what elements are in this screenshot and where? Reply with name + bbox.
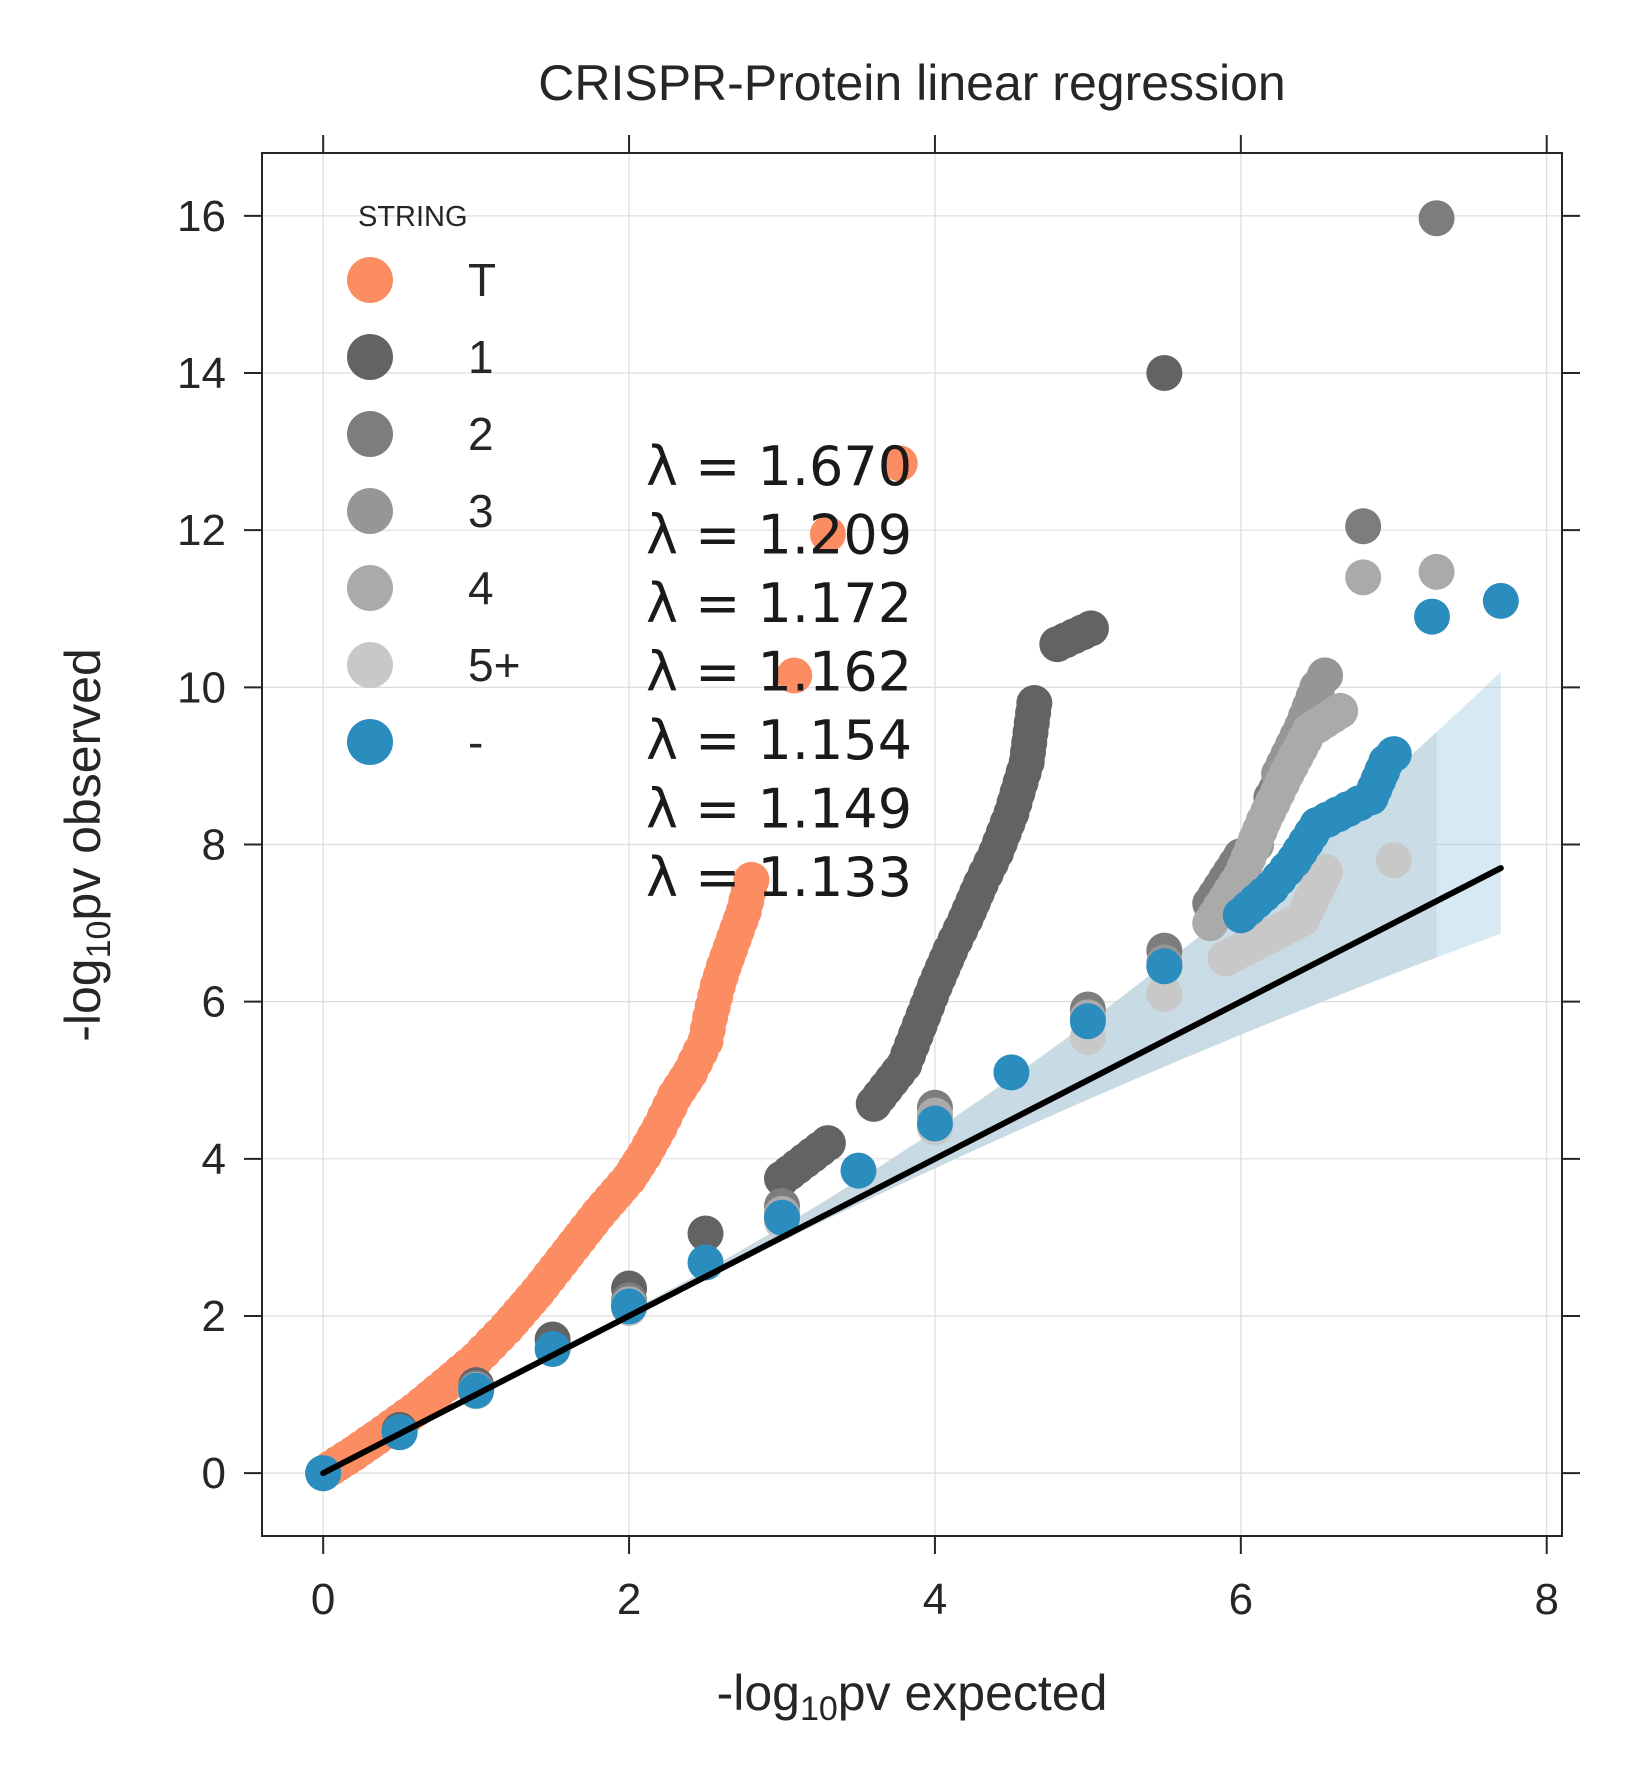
- y-tick-label: 10: [177, 663, 226, 712]
- reference-line-y-equals-x: [320, 865, 1504, 1477]
- data-point: [1306, 657, 1343, 694]
- lambda-label: λ = 1.172: [646, 572, 912, 635]
- x-tick-label: 6: [1229, 1575, 1253, 1624]
- legend-title: STRING: [358, 201, 468, 233]
- data-point: [687, 1215, 724, 1252]
- y-axis-label: -log10pv observed: [55, 648, 118, 1042]
- legend-label: 1: [468, 331, 494, 383]
- lambda-label: λ = 1.149: [646, 778, 912, 841]
- data-point: [1418, 553, 1455, 590]
- x-tick-label: 2: [617, 1575, 641, 1624]
- legend-marker: [347, 719, 393, 765]
- y-tick-labels: 0 2 4 6 8 10 12 14 16: [177, 192, 226, 1498]
- legend-label: 2: [468, 408, 494, 460]
- lambda-label: λ = 1.154: [646, 709, 912, 772]
- data-point: [1146, 948, 1183, 985]
- data-point: [1414, 598, 1450, 635]
- data-point: [764, 1199, 800, 1236]
- data-point: [733, 861, 770, 898]
- data-point: [1375, 842, 1412, 879]
- legend-marker: [347, 565, 393, 611]
- chart-title: CRISPR-Protein linear regression: [538, 55, 1286, 111]
- x-tick-label: 4: [923, 1575, 947, 1624]
- y-tick-label: 6: [202, 978, 226, 1027]
- data-point: [1016, 685, 1053, 722]
- legend-marker: [347, 488, 393, 534]
- legend-label: -: [468, 716, 483, 768]
- data-point: [611, 1288, 648, 1325]
- y-tick-label: 16: [177, 192, 226, 241]
- legend-marker: [347, 411, 393, 457]
- lambda-label: λ = 1.670: [646, 435, 912, 498]
- y-tick-label: 8: [202, 821, 226, 870]
- data-point: [1306, 854, 1343, 891]
- data-point: [1418, 200, 1455, 237]
- lambda-label: λ = 1.133: [646, 846, 912, 909]
- y-tick-label: 14: [177, 349, 226, 398]
- data-point: [776, 657, 813, 694]
- data-point: [1375, 736, 1412, 773]
- data-point: [809, 516, 846, 553]
- axis-ticks: [244, 135, 1580, 1554]
- legend-label: 5+: [468, 639, 520, 691]
- data-point: [993, 1054, 1030, 1091]
- data-point: [840, 1152, 877, 1189]
- data-point: [881, 445, 918, 482]
- x-tick-label: 8: [1534, 1575, 1558, 1624]
- data-point: [1072, 610, 1109, 647]
- x-tick-label: 0: [311, 1575, 335, 1624]
- legend-marker: [347, 257, 393, 303]
- x-axis-label: -log10pv expected: [717, 1665, 1108, 1728]
- data-point: [1345, 559, 1382, 596]
- legend-marker: [347, 334, 393, 380]
- lambda-label: λ = 1.162: [646, 641, 912, 704]
- legend-label: T: [468, 254, 496, 306]
- confidence-band--: [629, 671, 1501, 1318]
- legend: STRING T 1 2 3 4 5+ -: [347, 201, 520, 768]
- y-tick-label: 12: [177, 506, 226, 555]
- series-T: [305, 445, 918, 1492]
- data-point: [1322, 692, 1359, 729]
- y-tick-label: 4: [202, 1135, 226, 1184]
- x-tick-labels: 0 2 4 6 8: [311, 1575, 1559, 1624]
- y-tick-label: 0: [202, 1449, 226, 1498]
- legend-label: 4: [468, 562, 494, 614]
- data-point: [1482, 582, 1519, 619]
- data-point: [1146, 355, 1183, 392]
- data-point: [1146, 975, 1183, 1012]
- data-point: [1069, 1003, 1106, 1040]
- lambda-label: λ = 1.209: [646, 504, 912, 567]
- legend-label: 3: [468, 485, 494, 537]
- reference-line: [320, 865, 1504, 1477]
- data-point: [809, 1125, 846, 1162]
- y-tick-label: 2: [202, 1292, 226, 1341]
- legend-marker: [347, 642, 393, 688]
- data-point: [916, 1105, 953, 1142]
- data-points: [305, 200, 1519, 1492]
- grid: [262, 153, 1562, 1536]
- data-point: [1345, 508, 1382, 545]
